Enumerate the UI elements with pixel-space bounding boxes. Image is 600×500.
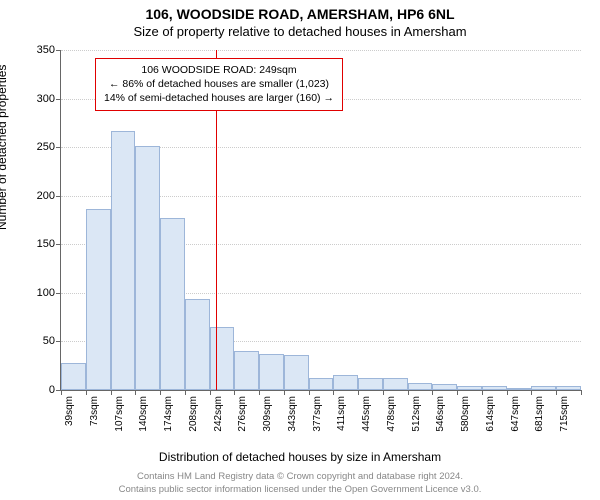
histogram-bar [160,218,185,390]
x-tick-label: 174sqm [163,396,174,432]
histogram-bar [556,386,581,390]
annotation-line: 106 WOODSIDE ROAD: 249sqm [104,63,334,77]
x-tick-mark [309,390,310,395]
x-tick-label: 39sqm [64,396,75,426]
histogram-bar [333,375,358,390]
credits: Contains HM Land Registry data © Crown c… [0,471,600,496]
histogram-bar [457,386,482,390]
y-tick-mark [56,293,61,294]
x-tick-label: 715sqm [559,396,570,432]
x-tick-label: 377sqm [312,396,323,432]
y-tick-label: 150 [25,238,55,250]
x-tick-label: 208sqm [188,396,199,432]
x-tick-mark [482,390,483,395]
y-tick-label: 250 [25,141,55,153]
y-tick-label: 0 [25,384,55,396]
y-tick-mark [56,196,61,197]
title-main: 106, WOODSIDE ROAD, AMERSHAM, HP6 6NL [0,6,600,22]
annotation-line: 14% of semi-detached houses are larger (… [104,91,334,105]
histogram-bar [432,384,457,390]
x-tick-label: 580sqm [460,396,471,432]
x-tick-label: 73sqm [89,396,100,426]
histogram-bar [111,131,136,390]
y-tick-label: 100 [25,287,55,299]
x-tick-mark [556,390,557,395]
x-tick-mark [457,390,458,395]
histogram-bar [86,209,111,390]
y-tick-label: 350 [25,44,55,56]
histogram-bar [135,146,160,390]
x-tick-label: 445sqm [361,396,372,432]
x-tick-label: 512sqm [411,396,422,432]
x-tick-label: 614sqm [485,396,496,432]
annotation-line: ← 86% of detached houses are smaller (1,… [104,77,334,91]
histogram-bar [309,378,334,390]
x-tick-mark [234,390,235,395]
x-tick-label: 478sqm [386,396,397,432]
credits-line2: Contains public sector information licen… [0,484,600,496]
histogram-bar [507,388,532,390]
x-tick-mark [284,390,285,395]
x-tick-label: 140sqm [138,396,149,432]
x-tick-mark [358,390,359,395]
x-tick-label: 546sqm [435,396,446,432]
gridline [61,50,581,51]
x-tick-label: 309sqm [262,396,273,432]
histogram-bar [210,327,235,390]
x-tick-label: 242sqm [213,396,224,432]
x-tick-mark [111,390,112,395]
title-sub: Size of property relative to detached ho… [0,24,600,39]
x-tick-mark [507,390,508,395]
histogram-bar [408,383,433,390]
x-tick-mark [581,390,582,395]
histogram-bar [61,363,86,390]
credits-line1: Contains HM Land Registry data © Crown c… [0,471,600,483]
x-tick-mark [408,390,409,395]
y-tick-label: 200 [25,190,55,202]
y-tick-label: 300 [25,93,55,105]
x-tick-mark [333,390,334,395]
y-tick-label: 50 [25,335,55,347]
chart-container: 106, WOODSIDE ROAD, AMERSHAM, HP6 6NL Si… [0,0,600,500]
histogram-bar [284,355,309,390]
y-tick-mark [56,50,61,51]
histogram-bar [482,386,507,390]
y-tick-mark [56,244,61,245]
x-tick-mark [383,390,384,395]
histogram-bar [383,378,408,390]
x-tick-label: 107sqm [114,396,125,432]
x-axis-label: Distribution of detached houses by size … [0,450,600,464]
histogram-bar [234,351,259,390]
histogram-bar [259,354,284,390]
x-tick-label: 647sqm [510,396,521,432]
annotation-box: 106 WOODSIDE ROAD: 249sqm← 86% of detach… [95,58,343,111]
histogram-bar [531,386,556,390]
x-tick-mark [259,390,260,395]
x-tick-label: 276sqm [237,396,248,432]
x-tick-label: 343sqm [287,396,298,432]
x-tick-mark [61,390,62,395]
x-tick-mark [185,390,186,395]
y-axis-label: Number of detached properties [0,65,9,230]
histogram-bar [358,378,383,390]
x-tick-mark [432,390,433,395]
x-tick-mark [86,390,87,395]
x-tick-label: 681sqm [534,396,545,432]
x-tick-mark [135,390,136,395]
y-tick-mark [56,147,61,148]
y-tick-mark [56,99,61,100]
histogram-bar [185,299,210,390]
y-tick-mark [56,341,61,342]
x-tick-mark [160,390,161,395]
x-tick-mark [210,390,211,395]
x-tick-label: 411sqm [336,396,347,431]
x-tick-mark [531,390,532,395]
